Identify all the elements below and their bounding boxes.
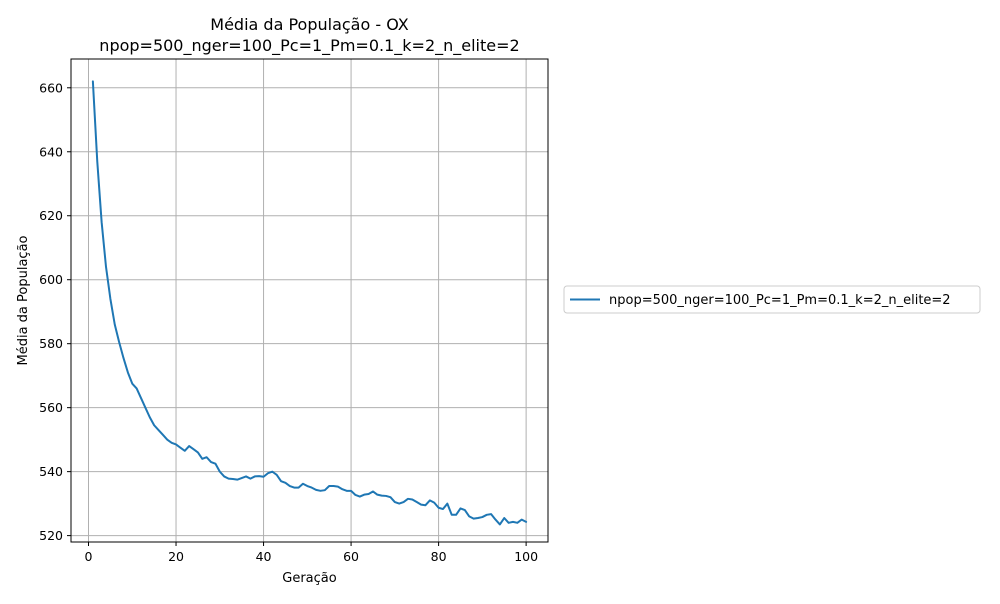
y-tick-label: 560 bbox=[39, 400, 63, 415]
legend-frame bbox=[563, 285, 981, 314]
y-tick-label: 640 bbox=[39, 144, 63, 159]
y-axis-ticks: 520 540 560 580 600 620 640 660 bbox=[39, 80, 71, 543]
chart-title: Média da População - OX bbox=[210, 15, 409, 34]
plot-area-frame bbox=[70, 58, 549, 543]
x-tick-label: 20 bbox=[168, 549, 184, 564]
y-tick-label: 600 bbox=[39, 272, 63, 287]
y-tick-label: 540 bbox=[39, 464, 63, 479]
y-tick-label: 520 bbox=[39, 528, 63, 543]
x-axis-label: Geração bbox=[282, 571, 336, 586]
legend-entry-label: npop=500_nger=100_Pc=1_Pm=0.1_k=2_n_elit… bbox=[609, 293, 951, 308]
series-line bbox=[91, 80, 528, 526]
x-axis-ticks: 0 20 40 60 80 100 bbox=[85, 542, 538, 564]
y-tick-label: 660 bbox=[39, 80, 63, 95]
x-tick-label: 60 bbox=[343, 549, 359, 564]
x-tick-label: 80 bbox=[431, 549, 447, 564]
y-tick-label: 580 bbox=[39, 336, 63, 351]
x-tick-label: 0 bbox=[85, 549, 93, 564]
y-tick-label: 620 bbox=[39, 208, 63, 223]
chart-subtitle: npop=500_nger=100_Pc=1_Pm=0.1_k=2_n_elit… bbox=[99, 36, 519, 56]
vertical-gridlines bbox=[88, 59, 527, 542]
horizontal-gridlines bbox=[71, 87, 548, 537]
series-layer bbox=[91, 80, 528, 526]
legend: npop=500_nger=100_Pc=1_Pm=0.1_k=2_n_elit… bbox=[563, 285, 981, 314]
x-tick-label: 100 bbox=[514, 549, 538, 564]
x-tick-label: 40 bbox=[256, 549, 272, 564]
y-axis-label: Média da População bbox=[16, 235, 31, 365]
